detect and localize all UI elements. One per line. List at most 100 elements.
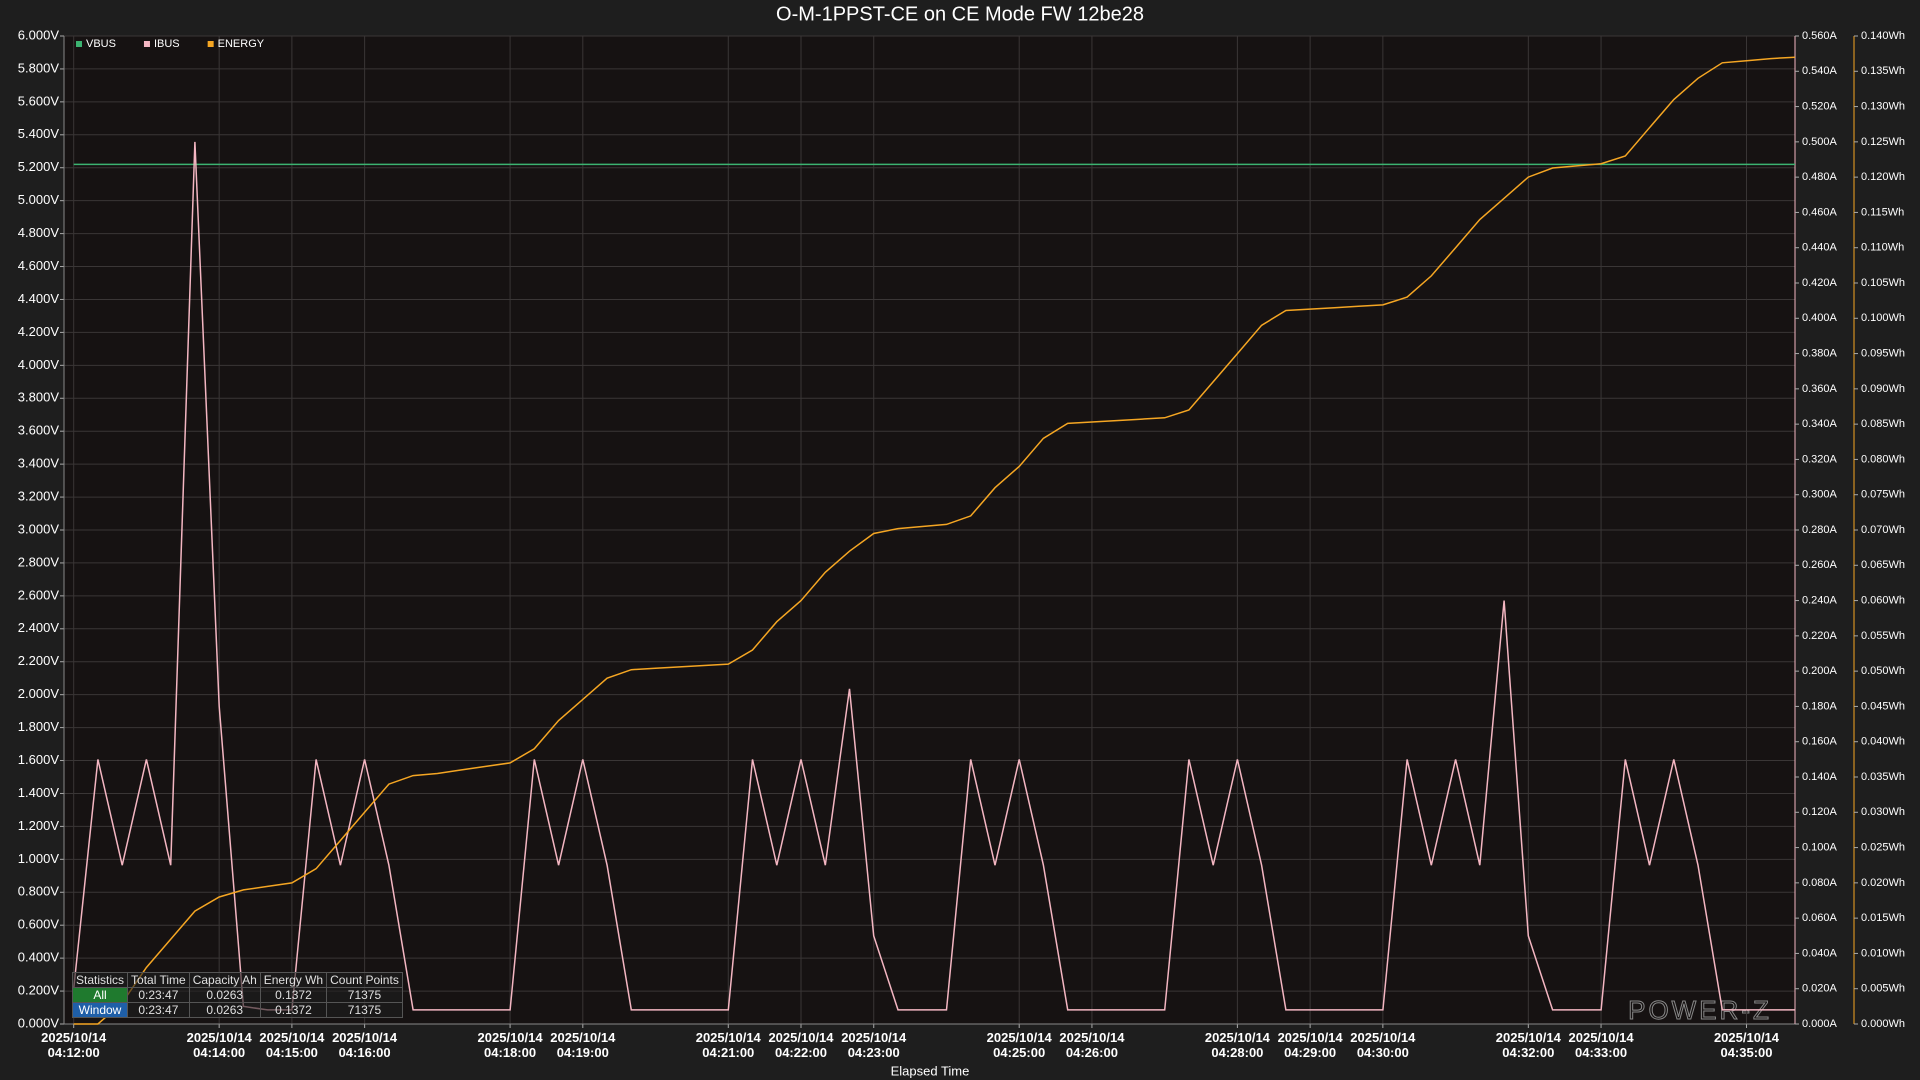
y2-tick-label: 0.120A <box>1802 806 1838 818</box>
y3-tick-label: 0.070Wh <box>1861 524 1905 536</box>
y-tick-label: 3.600V <box>18 423 60 438</box>
y-tick-label: 4.400V <box>18 291 60 306</box>
y-tick-label: 2.200V <box>18 653 60 668</box>
x-tick-label: 2025/10/14 04:21:00 <box>695 1030 761 1060</box>
y2-tick-label: 0.060A <box>1802 912 1838 924</box>
y2-tick-label: 0.220A <box>1802 630 1838 642</box>
y-tick-label: 4.000V <box>18 357 60 372</box>
y2-tick-label: 0.000A <box>1802 1018 1838 1030</box>
chart-title: O-M-1PPST-CE on CE Mode FW 12be28 <box>776 3 1144 25</box>
y-tick-label: 5.000V <box>18 192 60 207</box>
x-tick-label: 2025/10/14 04:15:00 <box>259 1030 325 1060</box>
y3-tick-label: 0.105Wh <box>1861 277 1905 289</box>
legend-swatch <box>143 41 150 47</box>
y-tick-label: 6.000V <box>18 27 60 42</box>
y-tick-label: 2.000V <box>18 686 60 701</box>
cell: Window <box>71 1002 129 1018</box>
y3-tick-label: 0.020Wh <box>1861 877 1905 889</box>
y2-tick-label: 0.500A <box>1802 136 1838 148</box>
y3-tick-label: 0.035Wh <box>1861 771 1905 783</box>
header-cell: Count Points <box>326 972 403 988</box>
legend-swatch <box>76 41 82 47</box>
y3-tick-label: 0.050Wh <box>1861 665 1905 677</box>
y3-tick-label: 0.090Wh <box>1861 383 1905 395</box>
y3-tick-label: 0.125Wh <box>1861 136 1905 148</box>
y-tick-label: 1.000V <box>18 851 60 866</box>
x-tick-label: 2025/10/14 04:33:00 <box>1568 1030 1634 1060</box>
cell: 0.0263 <box>188 987 261 1003</box>
cell: All <box>71 987 129 1003</box>
y2-tick-label: 0.020A <box>1802 983 1838 995</box>
y-tick-label: 1.200V <box>18 818 60 833</box>
header-cell: Statistics <box>71 972 129 988</box>
legend-label: VBUS <box>86 38 116 50</box>
y3-tick-label: 0.040Wh <box>1861 736 1905 748</box>
y-tick-label: 4.800V <box>18 225 60 240</box>
y3-tick-label: 0.110Wh <box>1861 242 1904 254</box>
x-tick-label: 2025/10/14 04:29:00 <box>1277 1030 1343 1060</box>
y3-tick-label: 0.065Wh <box>1861 559 1905 571</box>
x-tick-label: 2025/10/14 04:23:00 <box>841 1030 907 1060</box>
y-tick-label: 0.400V <box>18 950 60 965</box>
y2-tick-label: 0.300A <box>1802 489 1838 501</box>
y-tick-label: 3.000V <box>18 521 60 536</box>
y-tick-label: 4.600V <box>18 258 60 273</box>
cell: 0:23:47 <box>127 987 190 1003</box>
cell: 0.1372 <box>259 987 328 1003</box>
x-tick-label: 2025/10/14 04:32:00 <box>1495 1030 1561 1060</box>
y2-tick-label: 0.140A <box>1802 771 1838 783</box>
x-tick-label: 2025/10/14 04:16:00 <box>332 1030 398 1060</box>
header-cell: Energy Wh <box>259 972 328 988</box>
y2-tick-label: 0.280A <box>1802 524 1838 536</box>
y3-tick-label: 0.140Wh <box>1861 30 1905 42</box>
y2-tick-label: 0.320A <box>1802 453 1838 465</box>
y2-tick-label: 0.480A <box>1802 171 1838 183</box>
y2-tick-label: 0.040A <box>1802 947 1838 959</box>
y-tick-label: 4.200V <box>18 324 60 339</box>
y-tick-label: 0.800V <box>18 884 60 899</box>
cell: 0:23:47 <box>127 1002 190 1018</box>
y2-tick-label: 0.560A <box>1802 30 1838 42</box>
y-tick-label: 1.800V <box>18 719 60 734</box>
y-tick-label: 0.200V <box>18 983 60 998</box>
y2-tick-label: 0.520A <box>1802 100 1838 112</box>
y2-tick-label: 0.400A <box>1802 312 1838 324</box>
y2-tick-label: 0.200A <box>1802 665 1838 677</box>
y-tick-label: 2.600V <box>18 587 60 602</box>
y-tick-label: 2.400V <box>18 620 60 635</box>
y3-tick-label: 0.060Wh <box>1861 594 1905 606</box>
legend-swatch <box>207 41 214 47</box>
y-tick-label: 5.200V <box>18 159 60 174</box>
y-tick-label: 2.800V <box>18 554 60 569</box>
y-tick-label: 3.800V <box>18 390 60 405</box>
y3-tick-label: 0.000Wh <box>1861 1018 1905 1030</box>
x-axis-label: Elapsed Time <box>891 1063 970 1078</box>
y-tick-label: 0.000V <box>18 1015 60 1030</box>
y3-tick-label: 0.130Wh <box>1861 100 1905 112</box>
y3-tick-label: 0.120Wh <box>1861 171 1905 183</box>
table-row: All 0:23:47 0.0263 0.1372 71375 <box>71 987 403 1003</box>
legend-label: ENERGY <box>218 38 265 50</box>
y-tick-label: 3.200V <box>18 489 60 504</box>
x-tick-label: 2025/10/14 04:25:00 <box>986 1030 1052 1060</box>
header-cell: Capacity Ah <box>188 972 261 988</box>
y3-tick-label: 0.100Wh <box>1861 312 1905 324</box>
y-tick-label: 1.400V <box>18 785 60 800</box>
y3-tick-label: 0.080Wh <box>1861 453 1905 465</box>
cell: 71375 <box>326 987 403 1003</box>
y2-tick-label: 0.360A <box>1802 383 1838 395</box>
y3-tick-label: 0.005Wh <box>1861 983 1905 995</box>
x-tick-label: 2025/10/14 04:18:00 <box>477 1030 543 1060</box>
y2-tick-label: 0.440A <box>1802 242 1838 254</box>
y2-tick-label: 0.260A <box>1802 559 1838 571</box>
y3-tick-label: 0.085Wh <box>1861 418 1905 430</box>
y3-tick-label: 0.045Wh <box>1861 700 1905 712</box>
statistics-table: Statistics Total Time Capacity Ah Energy Wh… <box>71 972 403 1018</box>
table-row: Window 0:23:47 0.0263 0.1372 71375 <box>71 1002 403 1018</box>
y-tick-label: 5.800V <box>18 60 60 75</box>
cell: 71375 <box>326 1002 403 1018</box>
y3-tick-label: 0.055Wh <box>1861 630 1905 642</box>
y-tick-label: 1.600V <box>18 752 60 767</box>
